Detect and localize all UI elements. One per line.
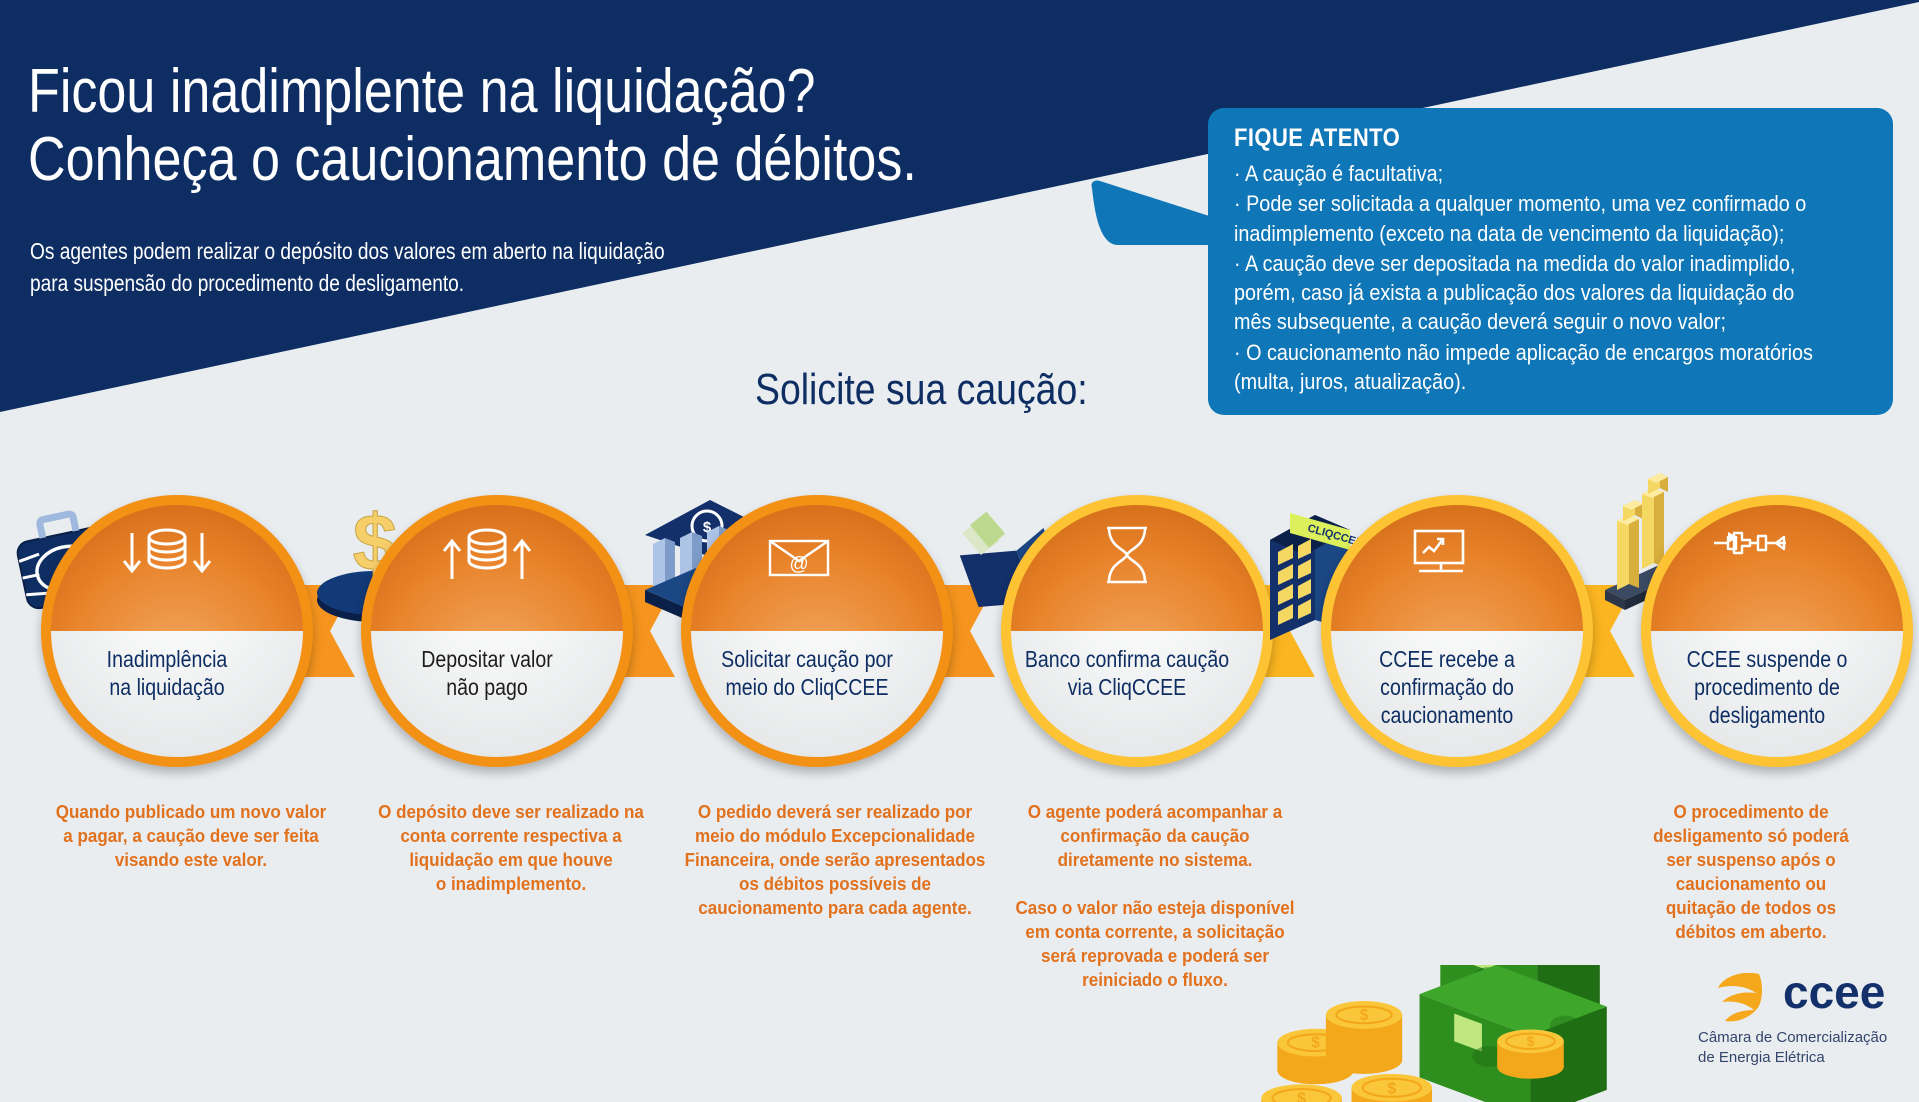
svg-text:$: $ [1311, 1035, 1320, 1052]
svg-text:@: @ [789, 554, 808, 575]
svg-text:$: $ [1360, 1007, 1369, 1024]
svg-text:$: $ [1387, 1080, 1396, 1097]
svg-text:$: $ [1297, 1091, 1306, 1102]
svg-text:$: $ [1527, 1033, 1535, 1049]
